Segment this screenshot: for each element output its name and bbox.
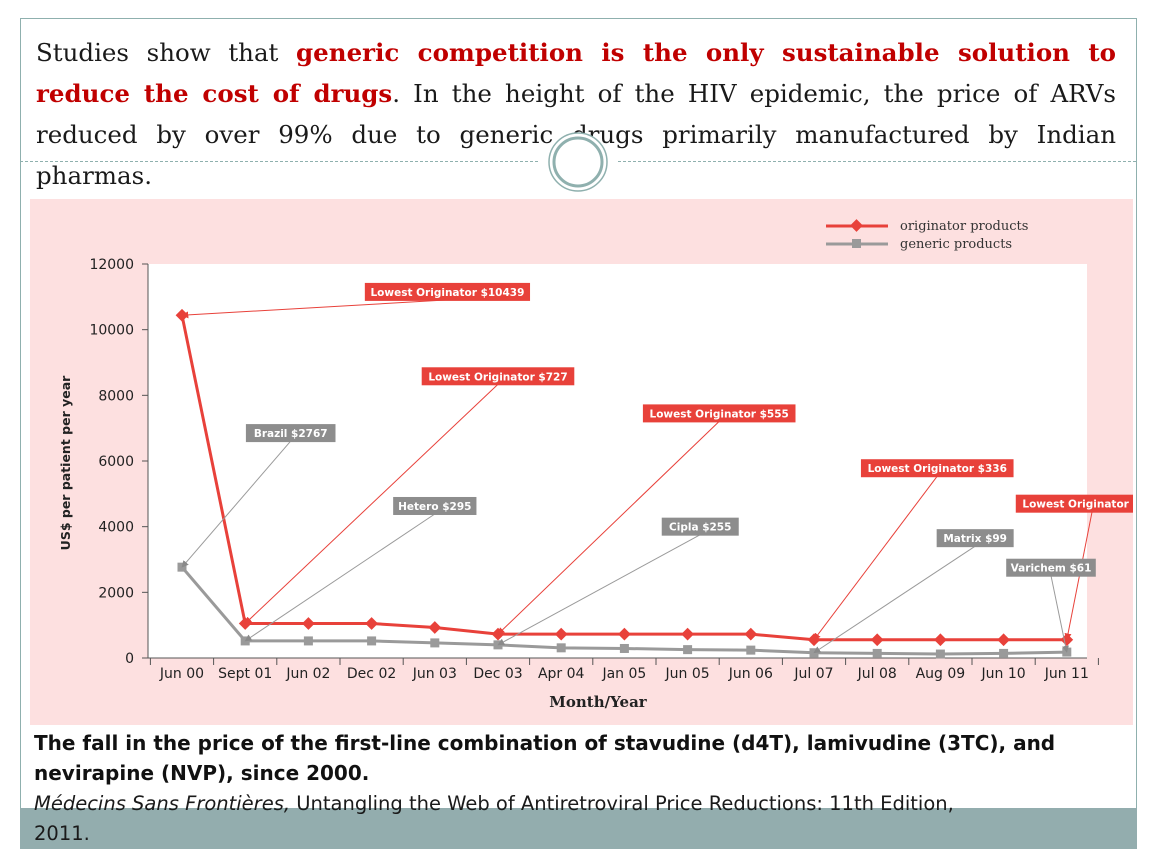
divider-left: [20, 161, 538, 162]
x-tick-label: Apr 04: [538, 666, 585, 682]
generic-annotation-box: [661, 517, 739, 536]
originator-annotation-label: Lowest Originator $347: [1022, 499, 1133, 511]
generic-point: [493, 640, 503, 650]
generic-point: [430, 638, 440, 648]
originator-annotation-label: Lowest Originator $727: [428, 371, 567, 383]
generic-point: [619, 643, 629, 653]
originator-annotation-box: [1015, 494, 1133, 513]
y-axis-label: US$ per patient per year: [58, 375, 73, 550]
originator-annotation-label: Lowest Originator $555: [650, 408, 789, 420]
x-tick-label: Aug 09: [916, 666, 966, 682]
generic-point: [367, 636, 377, 646]
originator-annotation-box: [860, 459, 1014, 478]
generic-annotation-label: Varichem $61: [1011, 563, 1092, 575]
generic-annotation-label: Cipla $255: [669, 522, 731, 534]
figure-caption: The fall in the price of the first-line …: [34, 731, 1056, 785]
generic-annotation-box: [393, 496, 477, 515]
x-tick-label: Jun 00: [159, 666, 204, 682]
x-tick-label: Dec 02: [347, 666, 396, 682]
slide-frame-top: [20, 18, 1136, 19]
originator-annotation-arrow: [181, 299, 448, 319]
originator-point: [428, 621, 442, 634]
generic-point: [872, 648, 882, 658]
generic-point: [935, 649, 945, 659]
originator-annotation-box: [364, 282, 531, 301]
generic-point: [556, 643, 566, 653]
footer-bar: [20, 808, 1137, 849]
intro-highlight: generic competition is the only sustaina…: [36, 38, 1117, 108]
legend-originator-label: originator products: [900, 219, 1028, 234]
source-title: Untangling the Web of Antiretroviral Pri…: [290, 792, 954, 815]
intro-before: Studies show that: [36, 38, 297, 67]
generic-annotation-arrow: [497, 534, 701, 646]
generic-annotation-label: Brazil $2767: [254, 428, 328, 440]
generic-point: [809, 648, 819, 658]
y-tick-label: 8000: [98, 388, 134, 404]
x-tick-label: Jan 05: [601, 666, 646, 682]
source-citation: Médecins Sans Frontières, Untangling the…: [34, 789, 1144, 849]
source-org: Médecins Sans Frontières,: [34, 792, 291, 815]
originator-annotation-box: [421, 367, 575, 386]
generic-annotation-arrow: [1050, 575, 1069, 653]
x-tick-label: Jul 08: [857, 666, 897, 682]
generic-point: [999, 648, 1009, 658]
source-year: 2011.: [34, 822, 90, 845]
generic-annotation-arrow: [244, 513, 436, 642]
x-tick-label: Jun 05: [665, 666, 710, 682]
x-tick-label: Sept 01: [218, 666, 272, 682]
y-tick-label: 6000: [98, 454, 134, 470]
generic-annotation-box: [1006, 558, 1096, 577]
generic-annotation-label: Hetero $295: [398, 501, 471, 513]
originator-annotation-arrow: [244, 383, 499, 625]
originator-point: [365, 617, 378, 630]
generic-point: [683, 645, 693, 655]
y-tick-label: 4000: [98, 520, 134, 536]
generic-annotation-arrow: [813, 545, 976, 654]
x-axis-label: Month/Year: [549, 693, 647, 711]
legend-generic-label: generic products: [900, 237, 1012, 252]
originator-annotation-box: [642, 404, 796, 423]
x-tick-label: Jun 03: [412, 666, 457, 682]
generic-annotation-box: [936, 529, 1014, 548]
x-tick-label: Jun 02: [285, 666, 330, 682]
divider-right: [618, 161, 1136, 162]
x-tick-label: Jun 10: [981, 666, 1026, 682]
generic-point: [303, 636, 313, 646]
originator-annotation-label: Lowest Originator $336: [868, 463, 1007, 475]
y-tick-label: 0: [125, 651, 134, 667]
divider-circle-ornament: [548, 132, 608, 192]
generic-annotation-label: Matrix $99: [943, 533, 1007, 545]
x-tick-label: Jun 11: [1044, 666, 1089, 682]
legend: originator products generic products: [826, 219, 1028, 252]
originator-annotation-arrow: [813, 475, 938, 641]
x-tick-label: Dec 03: [473, 666, 522, 682]
y-tick-label: 12000: [89, 257, 134, 273]
x-tick-label: Jul 07: [793, 666, 833, 682]
legend-generic-marker: [852, 239, 861, 248]
x-tick-label: Jun 06: [728, 666, 773, 682]
generic-annotation-box: [245, 424, 336, 443]
generic-annotation-arrow: [181, 440, 292, 568]
slide-frame-right: [1136, 18, 1137, 808]
slide-frame-left: [20, 18, 21, 808]
originator-annotation-label: Lowest Originator $10439: [370, 287, 524, 299]
y-tick-label: 2000: [98, 585, 134, 601]
originator-annotation-arrow: [497, 421, 720, 635]
y-tick-label: 10000: [89, 323, 134, 339]
price-chart: 0 2000 4000 6000 8000 10000 12000 Jun 00 Sept 01…: [30, 199, 1133, 725]
generic-point: [746, 645, 756, 655]
originator-point: [302, 617, 315, 630]
